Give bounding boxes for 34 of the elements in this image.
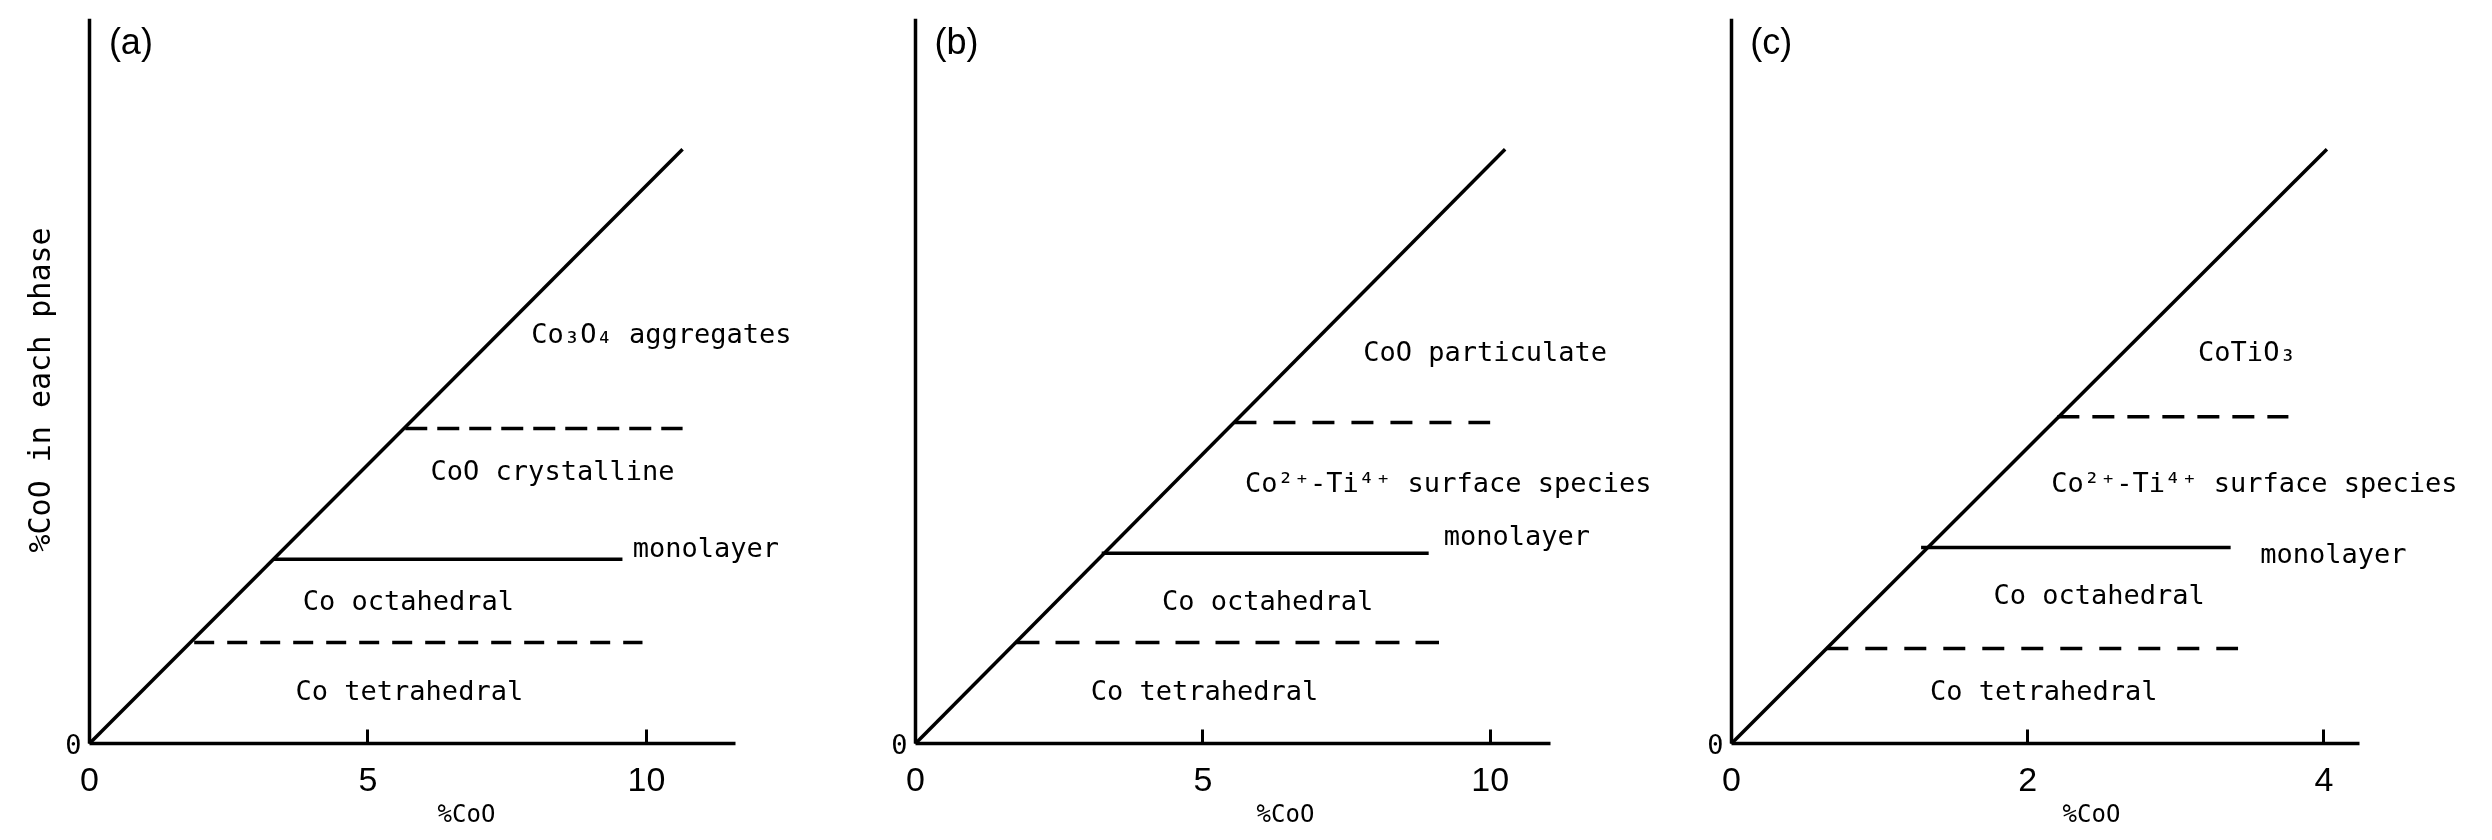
chart-title: (c) — [1750, 20, 1793, 62]
x-axis-title: %CoO — [437, 799, 496, 828]
annotation: Co₃O₄ aggregates — [531, 317, 792, 349]
x-tick-label: 10 — [627, 759, 666, 798]
annotation: CoTiO₃ — [2198, 335, 2296, 367]
annotation: Co octahedral — [302, 585, 515, 617]
y-axis-title: %CoO in each phase — [21, 227, 57, 553]
x-tick-label: 5 — [358, 759, 378, 798]
x-tick-label: 5 — [1193, 759, 1213, 798]
x-axis-title: %CoO — [2062, 799, 2121, 828]
annotation: Co octahedral — [1161, 585, 1374, 617]
annotation: Co octahedral — [1993, 579, 2205, 611]
x-tick-label: 4 — [2314, 759, 2334, 798]
x-tick-label: 2 — [2018, 759, 2038, 798]
chart-title: (a) — [108, 20, 153, 62]
annotation: Co tetrahedral — [1929, 674, 2158, 706]
annotation: Co tetrahedral — [1090, 674, 1319, 706]
x-tick-label: 0 — [80, 759, 99, 798]
annotation: monolayer — [2260, 537, 2407, 569]
annotation: Co²⁺-Ti⁴⁺ surface species — [2051, 466, 2458, 498]
annotation: CoO crystalline — [430, 454, 675, 486]
text: 0 — [1707, 728, 1724, 760]
x-tick-label: 0 — [1722, 759, 1741, 798]
annotation: Co tetrahedral — [295, 674, 524, 706]
annotation: monolayer — [1443, 520, 1591, 552]
x-tick-label: 10 — [1471, 759, 1510, 798]
chart-title: (b) — [934, 20, 979, 62]
x-axis-title: %CoO — [1256, 799, 1315, 828]
annotation: CoO particulate — [1363, 335, 1608, 367]
annotation: Co²⁺-Ti⁴⁺ surface species — [1245, 466, 1652, 498]
text: 0 — [891, 728, 908, 760]
x-tick-label: 0 — [906, 759, 925, 798]
text: 0 — [65, 728, 82, 760]
annotation: monolayer — [632, 531, 780, 563]
